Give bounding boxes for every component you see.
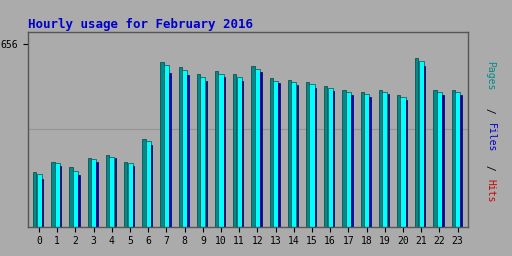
Text: /: /: [485, 102, 496, 120]
Bar: [364, 94, 369, 227]
Bar: [296, 85, 298, 227]
Bar: [224, 77, 225, 227]
Bar: [164, 65, 169, 227]
Bar: [88, 158, 91, 227]
Bar: [424, 66, 425, 227]
Bar: [260, 72, 262, 227]
Bar: [437, 92, 442, 227]
Bar: [237, 77, 242, 227]
Bar: [142, 139, 145, 227]
Bar: [73, 171, 78, 227]
Bar: [406, 100, 407, 227]
Bar: [233, 74, 237, 227]
Text: /: /: [485, 159, 496, 176]
Bar: [200, 77, 205, 227]
Bar: [182, 70, 187, 227]
Bar: [442, 94, 443, 227]
Bar: [382, 92, 388, 227]
Bar: [187, 75, 189, 227]
Bar: [115, 158, 116, 227]
Bar: [219, 74, 224, 227]
Bar: [346, 92, 351, 227]
Text: Hits: Hits: [485, 179, 496, 203]
Bar: [179, 67, 182, 227]
Bar: [251, 66, 254, 227]
Bar: [388, 94, 389, 227]
Bar: [333, 91, 334, 227]
Bar: [169, 73, 170, 227]
Bar: [306, 82, 309, 227]
Bar: [343, 90, 346, 227]
Bar: [415, 58, 418, 227]
Text: Pages: Pages: [485, 61, 496, 91]
Bar: [33, 172, 36, 227]
Text: Files: Files: [485, 123, 496, 152]
Bar: [242, 81, 243, 227]
Text: Hourly usage for February 2016: Hourly usage for February 2016: [28, 18, 253, 31]
Bar: [360, 92, 364, 227]
Bar: [55, 163, 60, 227]
Bar: [379, 90, 382, 227]
Bar: [433, 90, 437, 227]
Bar: [455, 92, 460, 227]
Bar: [291, 82, 296, 227]
Bar: [133, 166, 134, 227]
Bar: [197, 74, 200, 227]
Bar: [452, 90, 455, 227]
Bar: [351, 94, 353, 227]
Bar: [146, 141, 151, 227]
Bar: [400, 97, 406, 227]
Bar: [36, 174, 41, 227]
Bar: [91, 159, 96, 227]
Bar: [205, 81, 207, 227]
Bar: [419, 61, 424, 227]
Bar: [309, 84, 314, 227]
Bar: [70, 167, 73, 227]
Bar: [60, 166, 61, 227]
Bar: [96, 162, 98, 227]
Bar: [460, 94, 462, 227]
Bar: [273, 81, 278, 227]
Bar: [255, 69, 260, 227]
Bar: [328, 88, 333, 227]
Bar: [397, 95, 400, 227]
Bar: [270, 78, 273, 227]
Bar: [288, 80, 291, 227]
Bar: [42, 179, 43, 227]
Bar: [324, 86, 328, 227]
Bar: [369, 97, 371, 227]
Bar: [78, 175, 80, 227]
Bar: [160, 62, 164, 227]
Bar: [279, 83, 280, 227]
Bar: [315, 88, 316, 227]
Bar: [127, 164, 133, 227]
Bar: [106, 155, 109, 227]
Bar: [51, 162, 55, 227]
Bar: [109, 156, 114, 227]
Bar: [151, 145, 153, 227]
Bar: [215, 71, 218, 227]
Bar: [124, 162, 127, 227]
